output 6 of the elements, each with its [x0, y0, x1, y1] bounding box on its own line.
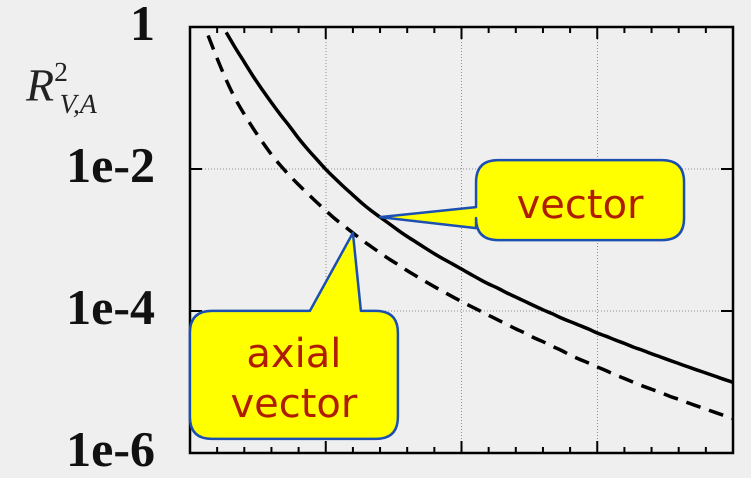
series-label: vector	[516, 181, 644, 230]
y-tick-label: 1	[130, 0, 155, 51]
series-label: axial vector	[229, 330, 358, 429]
y-tick-label: 1e-4	[66, 278, 155, 335]
y-tick-label: 1e-2	[66, 136, 155, 193]
y-tick-label: 1e-6	[66, 420, 155, 477]
